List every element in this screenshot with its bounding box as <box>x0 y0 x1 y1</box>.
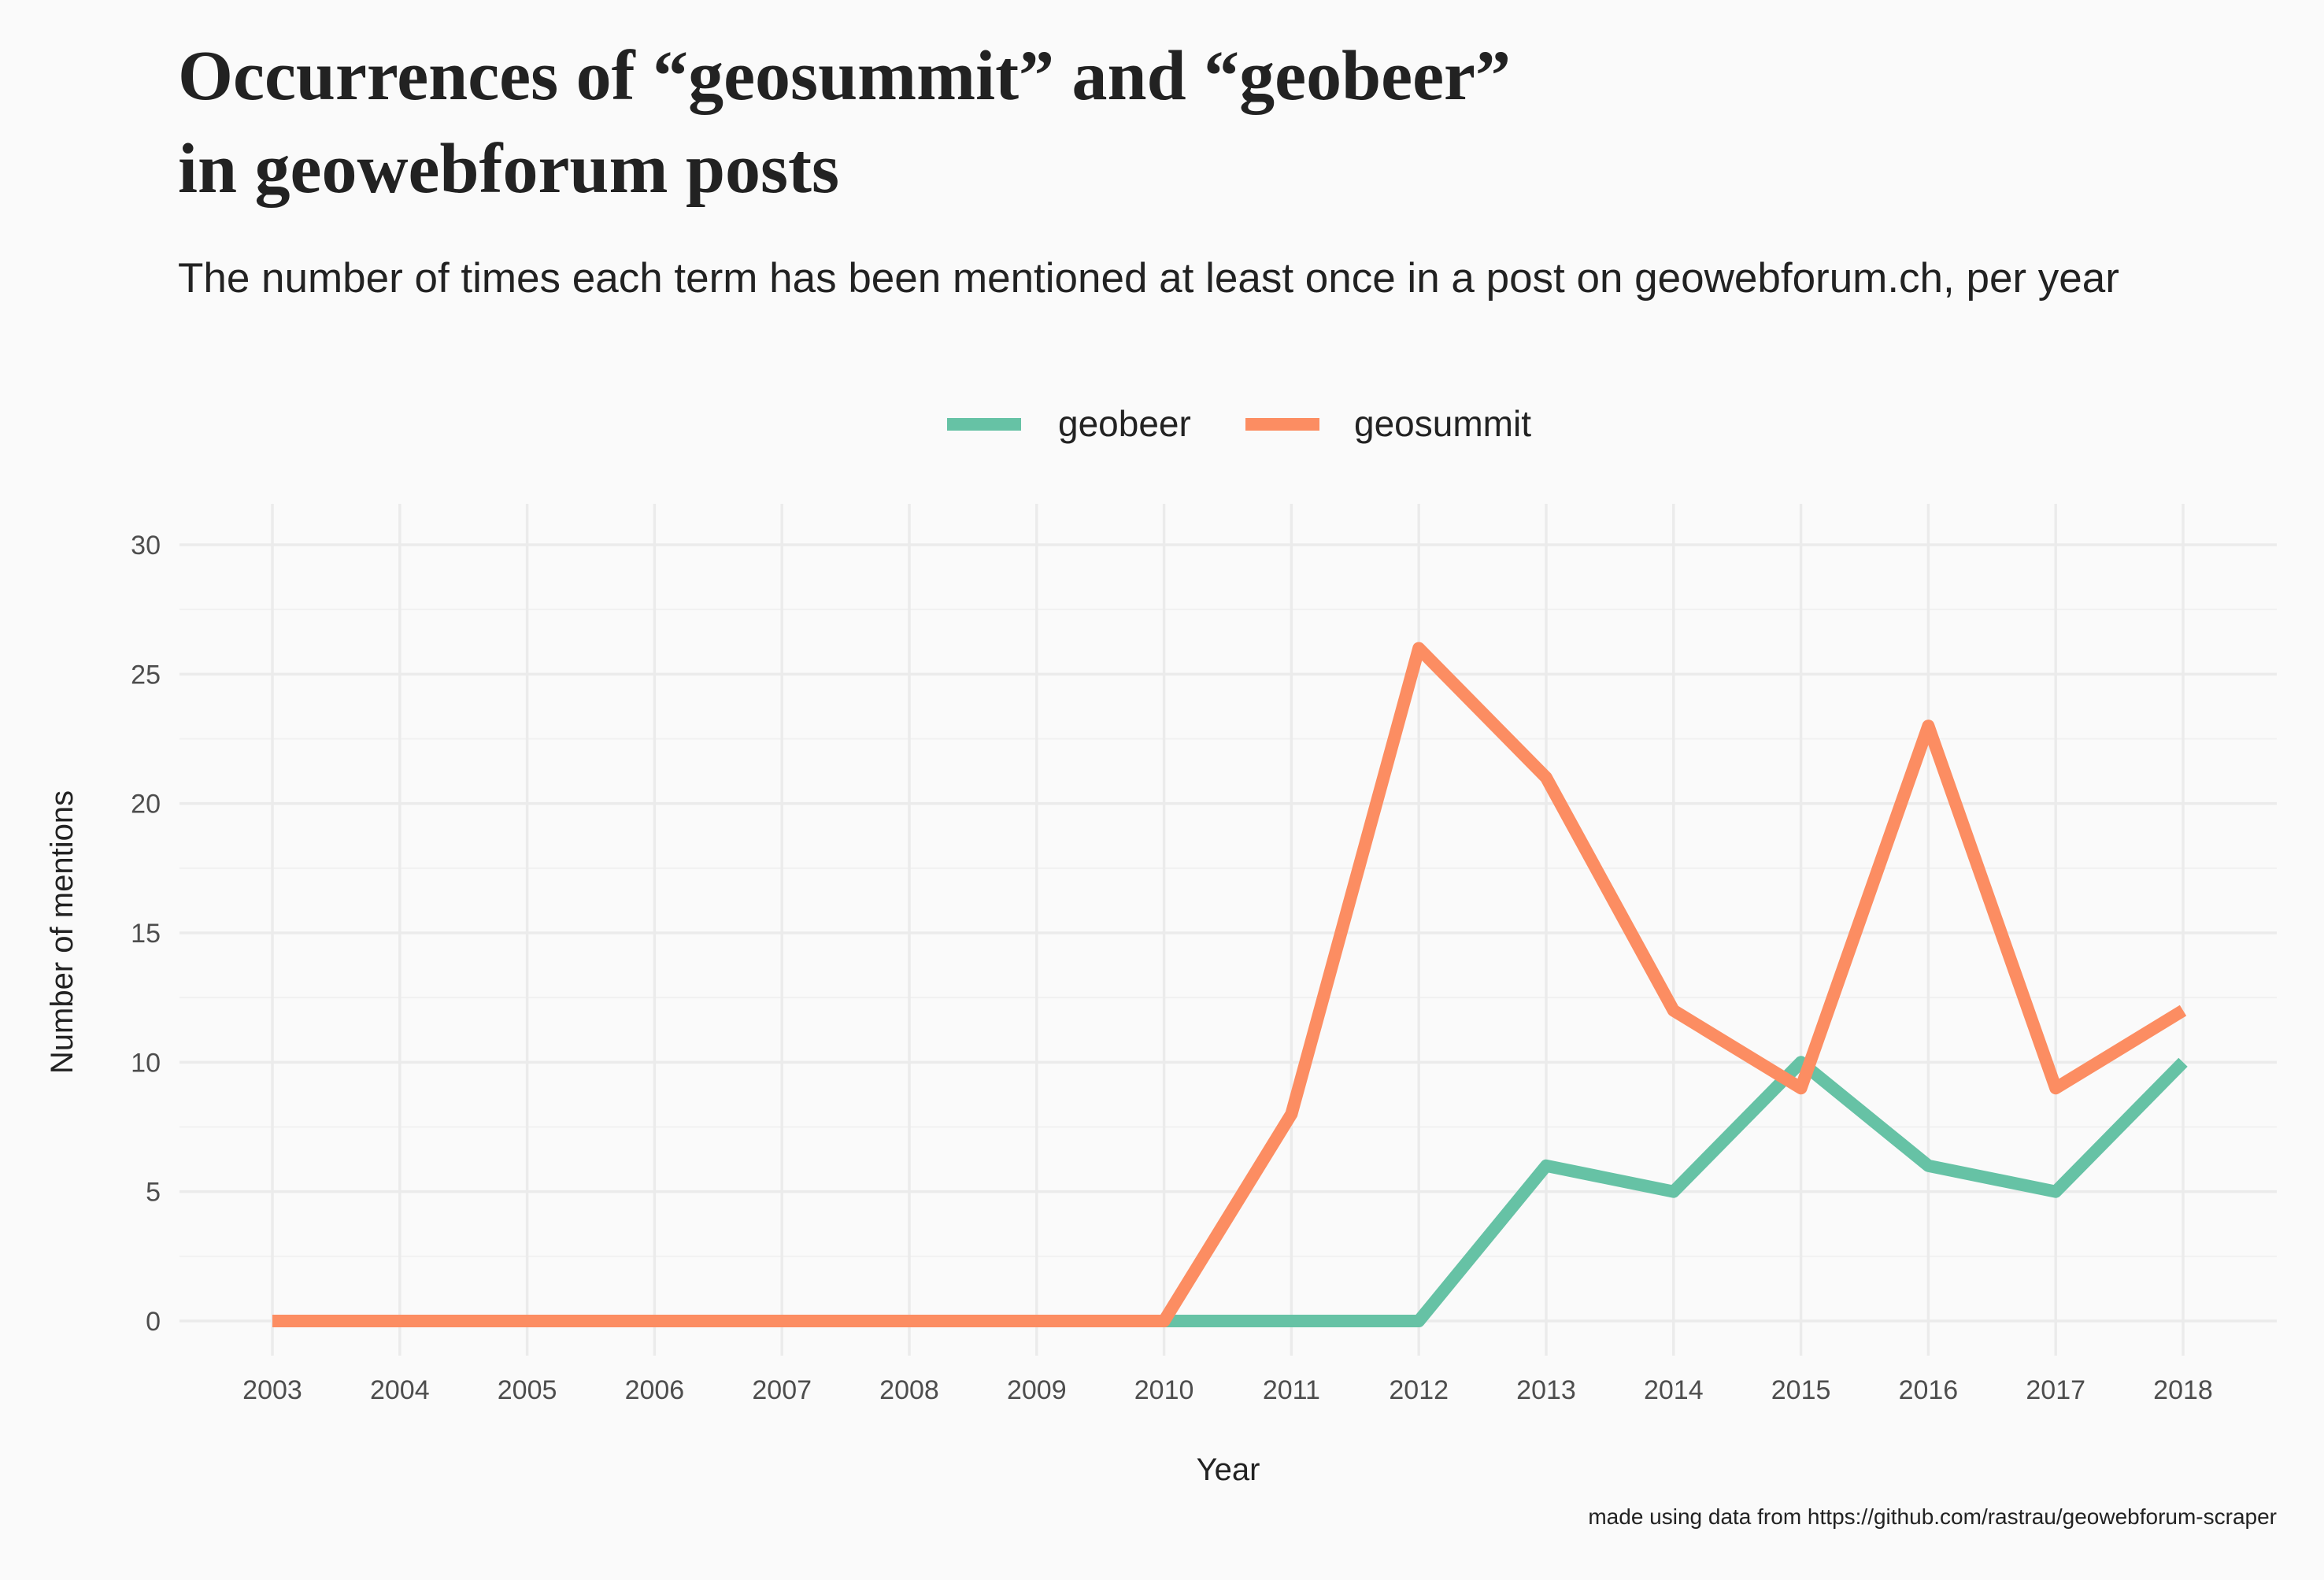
x-tick-label: 2011 <box>1263 1375 1320 1405</box>
x-tick-label: 2017 <box>2026 1375 2085 1405</box>
x-tick-label: 2008 <box>879 1375 939 1405</box>
legend: geobeer geosummit <box>947 403 1531 444</box>
x-tick-label: 2018 <box>2153 1375 2213 1405</box>
x-tick-label: 2003 <box>242 1375 302 1405</box>
series-line-geosummit <box>272 642 2187 1327</box>
y-tick-label: 20 <box>131 790 161 820</box>
x-tick-label: 2009 <box>1007 1375 1067 1405</box>
x-tick-label: 2006 <box>625 1375 685 1405</box>
y-tick-label: 25 <box>131 660 161 690</box>
x-axis-label: Year <box>1197 1452 1260 1487</box>
data-source-caption: made using data from https://github.com/… <box>1588 1504 2277 1529</box>
x-tick-label: 2007 <box>752 1375 812 1405</box>
x-tick-label: 2014 <box>1644 1375 1704 1405</box>
legend-label-geosummit: geosummit <box>1354 403 1531 444</box>
x-axis-ticks: 2003 2004 2005 2006 2007 2008 2009 2010 2011 2012… <box>242 1375 2213 1405</box>
y-tick-label: 5 <box>146 1178 161 1208</box>
y-tick-label: 0 <box>146 1307 161 1337</box>
chart-title: Occurrences of “geosummit” and “geobeer”… <box>178 30 1511 216</box>
y-axis-label: Number of mentions <box>45 790 80 1074</box>
series-lines <box>272 642 2188 1327</box>
major-grid <box>179 504 2277 1356</box>
x-tick-label: 2010 <box>1134 1375 1194 1405</box>
x-tick-label: 2013 <box>1516 1375 1576 1405</box>
legend-label-geobeer: geobeer <box>1058 403 1191 444</box>
chart-subtitle: The number of times each term has been m… <box>178 255 2119 302</box>
x-tick-label: 2005 <box>498 1375 557 1405</box>
x-tick-label: 2016 <box>1899 1375 1959 1405</box>
chart-title-line-1: Occurrences of “geosummit” and “geobeer” <box>178 37 1511 115</box>
chart-title-line-2: in geowebforum posts <box>178 130 840 208</box>
y-tick-label: 15 <box>131 919 161 949</box>
x-tick-label: 2015 <box>1771 1375 1831 1405</box>
y-tick-label: 30 <box>131 531 161 561</box>
y-tick-label: 10 <box>131 1048 161 1078</box>
x-tick-label: 2012 <box>1389 1375 1449 1405</box>
y-axis-ticks: 0 5 10 15 20 25 30 <box>131 531 161 1337</box>
x-tick-label: 2004 <box>370 1375 430 1405</box>
